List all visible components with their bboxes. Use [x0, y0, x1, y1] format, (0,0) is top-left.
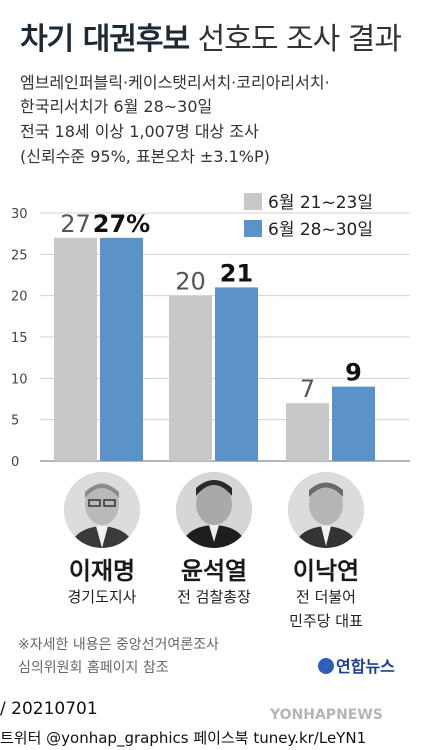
candidate-name-2: 윤석열 [180, 557, 248, 585]
title-light: 선호도 조사 결과 [197, 22, 402, 57]
data-label: 21 [220, 259, 253, 287]
yonhap-logo: 연합뉴스 [318, 653, 395, 677]
data-label: 27 [60, 210, 91, 238]
subtitle-line-2: 한국리서치가 6월 28~30일 [20, 97, 213, 116]
page-title: 차기 대권후보 선호도 조사 결과 [0, 14, 421, 58]
candidate-role-3a: 전 더불어 [296, 588, 356, 606]
logo-text: 연합뉴스 [336, 657, 395, 676]
person-icon [64, 472, 140, 548]
bar-prev-2 [169, 295, 212, 461]
y-tick-label: 15 [11, 331, 28, 346]
bar-curr-1 [100, 237, 143, 461]
candidate-name-1: 이재명 [68, 557, 136, 585]
footer-social: 트위터 @yonhap_graphics 페이스북 tuney.kr/LeYN1 [0, 729, 367, 747]
y-tick-label: 10 [11, 372, 28, 387]
data-label: 7 [300, 375, 315, 403]
avatar-lee-jaemyung [64, 472, 140, 548]
candidate-role-3b: 민주당 대표 [289, 612, 363, 630]
candidate-role-1: 경기도지사 [67, 588, 137, 606]
title-bold: 차기 대권후보 [20, 22, 190, 57]
subtitle-line-1: 엠브레인퍼블릭·케이스탯리서치·코리아리서치· [20, 73, 330, 92]
legend-swatch-2 [244, 220, 262, 237]
footnote-line-1: ※자세한 내용은 중앙선거여론조사 [18, 637, 219, 653]
avatar-lee-nakyeon [288, 472, 364, 548]
legend-label-2: 6월 28~30일 [268, 220, 373, 240]
person-icon [288, 472, 364, 548]
legend-label-1: 6월 21~23일 [268, 193, 373, 213]
person-icon [176, 472, 252, 548]
y-tick-label: 25 [11, 248, 28, 263]
y-tick-label: 20 [11, 290, 28, 305]
bar-chart: 0 5 10 15 20 25 30 27 20 7 27% 21 9 6월 21~23일 6월 28~30… [11, 193, 410, 470]
avatar-yoon-seokyeol [176, 472, 252, 548]
bar-prev-3 [286, 403, 329, 461]
candidate-role-2: 전 검찰총장 [177, 588, 251, 606]
bar-curr-2 [215, 287, 258, 461]
data-label: 27% [93, 210, 150, 238]
data-label: 20 [175, 268, 206, 296]
legend-swatch-1 [244, 193, 262, 210]
bar-curr-3 [332, 386, 375, 461]
watermark: YONHAPNEWS [270, 707, 383, 723]
candidate-name-3: 이낙연 [292, 557, 360, 585]
y-tick-label: 0 [11, 455, 19, 470]
footer-date: / 20210701 [0, 699, 98, 719]
y-tick-label: 5 [11, 414, 19, 429]
bar-prev-1 [54, 237, 97, 461]
data-label: 9 [345, 359, 362, 387]
yonhap-logo-icon [318, 658, 334, 674]
subtitle-line-4: (신뢰수준 95%, 표본오차 ±3.1%P) [20, 147, 270, 166]
footnote-line-2: 심의위원회 홈페이지 참조 [18, 660, 169, 676]
y-tick-label: 30 [11, 207, 28, 222]
subtitle-line-3: 전국 18세 이상 1,007명 대상 조사 [20, 122, 259, 141]
